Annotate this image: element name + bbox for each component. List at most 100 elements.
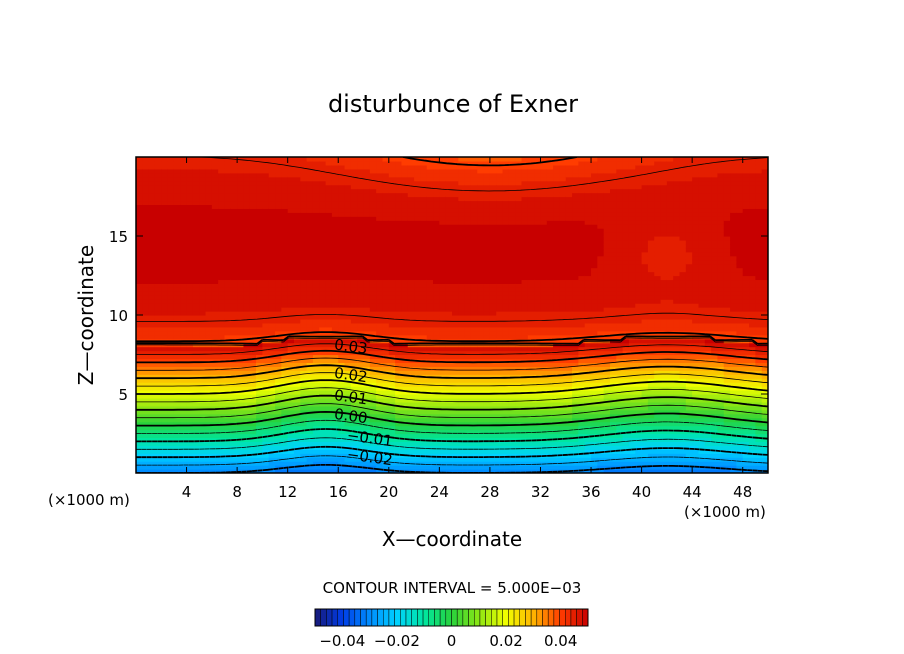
field-cell: [407, 457, 415, 462]
field-cell: [300, 247, 308, 253]
field-cell: [464, 334, 472, 340]
field-cell: [319, 358, 327, 363]
field-cell: [515, 295, 523, 300]
field-cell: [256, 370, 263, 375]
field-cell: [275, 465, 282, 470]
field-cell: [338, 228, 346, 233]
field-cell: [521, 196, 529, 202]
field-cell: [452, 196, 459, 202]
field-cell: [275, 232, 282, 237]
field-cell: [401, 465, 409, 470]
field-cell: [452, 449, 459, 454]
field-cell: [173, 216, 181, 221]
field-cell: [464, 247, 472, 253]
field-cell: [205, 243, 213, 249]
field-cell: [287, 437, 295, 442]
field-cell: [357, 409, 365, 415]
field-cell: [470, 350, 478, 356]
field-cell: [357, 204, 365, 209]
field-cell: [154, 370, 162, 375]
field-cell: [243, 303, 251, 308]
field-cell: [407, 382, 415, 387]
field-cell: [382, 267, 390, 273]
field-cell: [230, 469, 238, 473]
field-cell: [508, 176, 516, 182]
field-cell: [142, 164, 150, 170]
field-cell: [363, 421, 371, 427]
field-cell: [167, 204, 175, 209]
field-cell: [458, 212, 466, 217]
field-cell: [338, 421, 346, 427]
field-cell: [148, 168, 156, 174]
field-cell: [154, 247, 162, 253]
field-cell: [249, 172, 257, 178]
field-cell: [300, 366, 308, 371]
field-cell: [249, 358, 257, 363]
field-cell: [395, 318, 403, 324]
field-cell: [363, 429, 371, 435]
field-cell: [256, 465, 263, 470]
field-cell: [401, 326, 409, 332]
field-cell: [433, 358, 440, 363]
field-cell: [300, 370, 308, 375]
field-cell: [376, 275, 384, 281]
field-cell: [458, 437, 466, 442]
field-cell: [142, 184, 150, 190]
field-cell: [287, 318, 295, 324]
field-cell: [445, 164, 453, 170]
field-cell: [344, 338, 352, 344]
field-cell: [470, 409, 478, 415]
field-cell: [192, 251, 200, 257]
field-cell: [439, 449, 447, 454]
field-cell: [439, 216, 447, 221]
field-cell: [287, 390, 295, 395]
field-cell: [344, 374, 352, 379]
field-cell: [350, 247, 358, 253]
field-cell: [426, 168, 434, 174]
field-cell: [256, 322, 263, 328]
field-cell: [199, 394, 207, 399]
field-cell: [136, 449, 143, 454]
field-cell: [363, 354, 371, 360]
field-cell: [508, 192, 516, 198]
field-cell: [249, 176, 257, 182]
field-cell: [224, 176, 232, 182]
field-cell: [148, 354, 156, 360]
field-cell: [344, 243, 352, 249]
field-cell: [300, 212, 308, 217]
field-cell: [464, 358, 472, 363]
field-cell: [331, 465, 339, 470]
field-cell: [186, 382, 194, 387]
field-cell: [230, 243, 238, 249]
field-cell: [502, 263, 510, 269]
field-cell: [433, 350, 440, 356]
field-cell: [199, 192, 207, 198]
field-cell: [477, 291, 485, 296]
field-cell: [142, 370, 150, 375]
field-cell: [331, 453, 339, 458]
field-cell: [357, 307, 365, 312]
field-cell: [420, 425, 428, 431]
field-cell: [167, 453, 175, 458]
field-cell: [161, 445, 169, 450]
field-cell: [357, 457, 365, 462]
field-cell: [300, 465, 308, 470]
field-cell: [338, 457, 346, 462]
field-cell: [161, 283, 169, 288]
field-cell: [515, 397, 523, 403]
field-cell: [433, 204, 440, 209]
field-cell: [363, 259, 371, 265]
field-cell: [224, 334, 232, 340]
field-cell: [319, 236, 327, 241]
field-cell: [426, 394, 434, 399]
field-cell: [496, 457, 504, 462]
field-cell: [483, 160, 491, 166]
field-cell: [249, 394, 257, 399]
field-cell: [154, 200, 162, 205]
field-cell: [136, 255, 143, 261]
field-cell: [136, 224, 143, 229]
field-cell: [401, 160, 409, 166]
field-cell: [414, 318, 421, 324]
field-cell: [306, 279, 314, 284]
field-cell: [218, 220, 226, 225]
